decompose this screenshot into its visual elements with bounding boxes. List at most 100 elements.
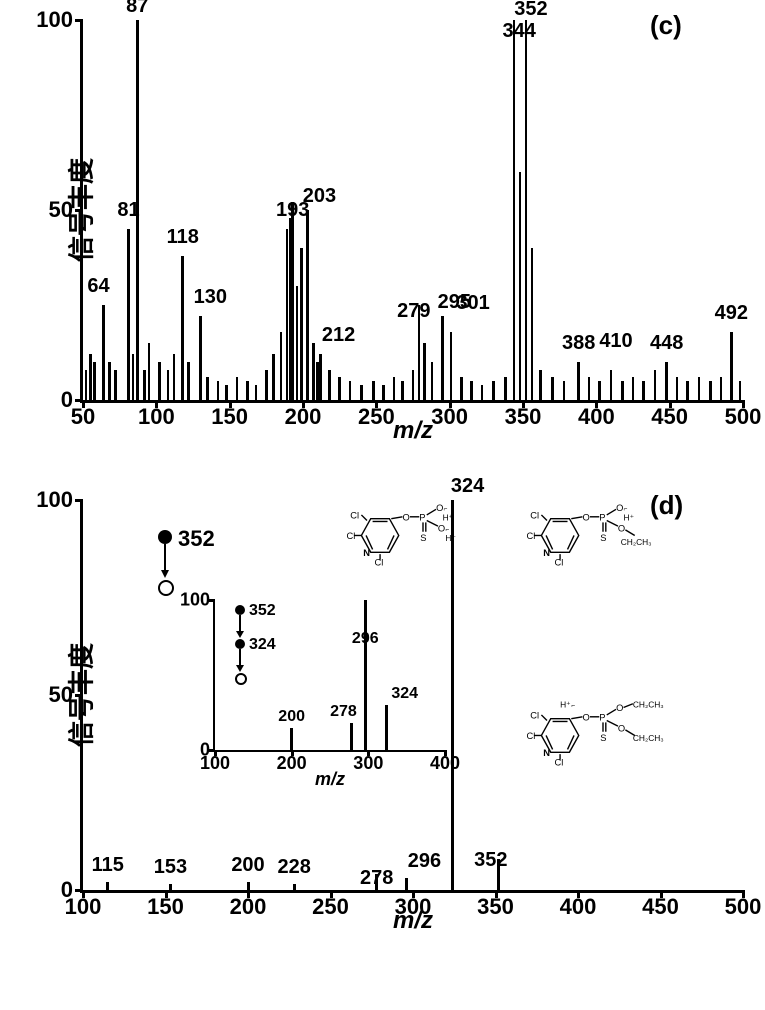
peak-label: 301	[456, 292, 489, 315]
peak-label: 492	[715, 302, 748, 325]
peak	[148, 343, 151, 400]
peak-label: 200	[231, 854, 264, 877]
tick-label-x: 200	[285, 404, 322, 430]
molecule-296-icon: N Cl Cl Cl O P S O ⌐ H⁺ O ⌐ H⁺	[343, 500, 503, 573]
peak	[412, 370, 415, 400]
peak-label: 388	[562, 332, 595, 355]
svg-text:H⁺: H⁺	[624, 513, 634, 523]
peak	[519, 172, 522, 400]
svg-text:O: O	[438, 524, 445, 534]
peak	[531, 248, 534, 400]
svg-text:Cl: Cl	[374, 557, 383, 567]
peak	[588, 377, 591, 400]
peak	[621, 381, 624, 400]
peak	[632, 377, 635, 400]
svg-text:S: S	[600, 733, 606, 743]
tick-label-x: 500	[725, 894, 762, 920]
peak	[739, 381, 742, 400]
peak	[441, 316, 444, 400]
peak	[360, 385, 363, 400]
svg-text:Cl: Cl	[526, 731, 535, 741]
svg-text:O: O	[402, 513, 409, 523]
tick-label-x: 450	[642, 894, 679, 920]
peak	[720, 377, 723, 400]
peak	[349, 381, 352, 400]
peak	[393, 377, 396, 400]
peak	[236, 377, 239, 400]
peak-label: 324	[391, 685, 418, 703]
peak	[102, 305, 105, 400]
svg-text:N: N	[543, 548, 550, 558]
inset-chart: 0100100200300400m/z200278296324 352 324	[213, 600, 445, 752]
svg-text:H⁺: H⁺	[445, 533, 455, 543]
peak	[450, 332, 453, 400]
peak-label: 410	[599, 330, 632, 353]
svg-text:S: S	[420, 533, 426, 543]
peak	[525, 20, 528, 400]
tick-y	[75, 19, 83, 22]
peak-label: 153	[154, 856, 187, 879]
svg-text:Cl: Cl	[350, 511, 359, 521]
svg-text:O: O	[618, 524, 625, 534]
svg-text:P: P	[419, 513, 425, 523]
svg-text:O: O	[616, 503, 623, 513]
tick-label-x: 150	[211, 404, 248, 430]
peak	[328, 370, 331, 400]
peak	[296, 286, 299, 400]
tick-label-x: 400	[430, 753, 460, 774]
peak	[206, 377, 209, 400]
svg-text:⌐: ⌐	[571, 702, 575, 709]
tick-label-x: 250	[358, 404, 395, 430]
svg-text:Cl: Cl	[554, 557, 563, 567]
peak	[89, 354, 92, 400]
svg-text:Cl: Cl	[554, 757, 563, 767]
peak	[167, 370, 170, 400]
peak	[338, 377, 341, 400]
peak	[225, 385, 228, 400]
peak	[460, 377, 463, 400]
peak	[405, 878, 408, 890]
peak	[246, 381, 249, 400]
svg-text:H⁺: H⁺	[560, 699, 570, 709]
tick-label-y: 0	[33, 387, 73, 413]
peak	[504, 377, 507, 400]
svg-text:O: O	[582, 513, 589, 523]
peak	[173, 354, 176, 400]
svg-text:O: O	[618, 724, 625, 734]
peak	[199, 316, 202, 400]
peak	[217, 381, 220, 400]
svg-text:O: O	[582, 713, 589, 723]
peak-label: 118	[167, 226, 199, 249]
peak-label: 228	[278, 856, 311, 879]
peak-label: 296	[352, 630, 379, 648]
peak	[382, 385, 385, 400]
peak-label: 278	[330, 703, 357, 721]
peak	[372, 381, 375, 400]
tick-label-x: 100	[200, 753, 230, 774]
panel-d: (d) 信号丰度 m/z 050100100150200250300350400…	[10, 500, 755, 980]
tick-label-x: 300	[395, 894, 432, 920]
chart-d-area: 信号丰度 m/z 0501001001502002503003504004505…	[80, 500, 743, 893]
peak	[169, 884, 172, 890]
tick-label-x: 100	[138, 404, 175, 430]
tick-label-x: 200	[277, 753, 307, 774]
peak	[93, 362, 96, 400]
svg-text:CH₂CH₃: CH₂CH₃	[633, 699, 664, 709]
peak	[319, 354, 322, 400]
tick-label-x: 300	[353, 753, 383, 774]
svg-text:N: N	[543, 748, 550, 758]
peak	[127, 229, 130, 400]
peak-label: 64	[87, 275, 109, 298]
peak	[686, 381, 689, 400]
peak	[492, 381, 495, 400]
peak	[181, 256, 184, 400]
svg-text:O: O	[616, 703, 623, 713]
peak	[401, 381, 404, 400]
peak	[106, 882, 109, 890]
peak-label: 278	[360, 867, 393, 890]
tick-label-y: 50	[33, 682, 73, 708]
peak-label: 352	[474, 849, 507, 872]
peak-label: 296	[408, 850, 441, 873]
tick-label-x: 100	[65, 894, 102, 920]
peak	[306, 210, 309, 400]
